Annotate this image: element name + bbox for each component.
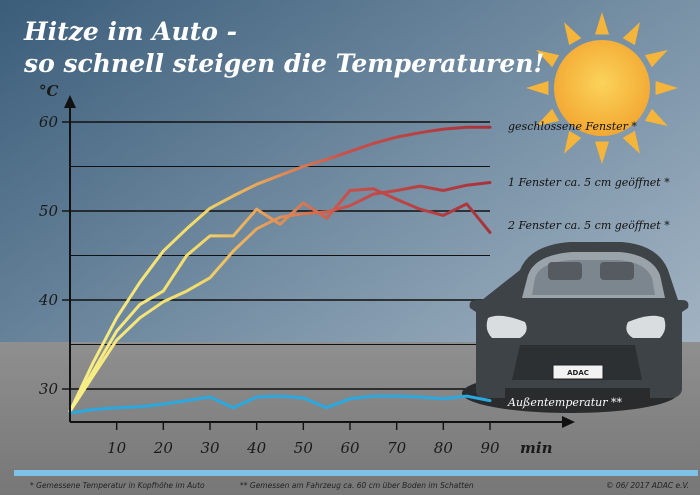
sun-ray bbox=[526, 80, 549, 96]
x-axis-arrow bbox=[562, 416, 575, 428]
series-line bbox=[68, 181, 492, 413]
axes bbox=[64, 95, 575, 428]
footer-bar bbox=[14, 470, 698, 476]
car-seat-left bbox=[548, 262, 582, 280]
series-line bbox=[68, 394, 492, 415]
sun-icon bbox=[526, 12, 678, 164]
footnote-1: * Gemessene Temperatur in Kopfhöhe im Au… bbox=[30, 481, 205, 490]
sun-ray bbox=[564, 22, 582, 46]
series-label: geschlossene Fenster * bbox=[508, 120, 637, 133]
title-line-1: Hitze im Auto - bbox=[23, 17, 237, 46]
series-lines bbox=[68, 125, 492, 415]
sun-ray bbox=[644, 108, 668, 126]
y-axis-arrow bbox=[64, 95, 76, 108]
series-line bbox=[68, 125, 492, 413]
sun-ray bbox=[644, 50, 668, 68]
series-label: Außentemperatur ** bbox=[507, 396, 622, 409]
tick-labels: 30 40 50 60 10 20 30 40 50 60 70 80 90 bbox=[38, 113, 500, 457]
sun-ray bbox=[622, 22, 640, 46]
title-line-2: so schnell steigen die Temperaturen! bbox=[23, 49, 544, 78]
y-tick-label: 60 bbox=[39, 113, 59, 131]
y-tick-label: 50 bbox=[39, 202, 59, 220]
series-line bbox=[68, 187, 492, 413]
copyright: © 06/ 2017 ADAC e.V. bbox=[606, 481, 689, 490]
y-tick-label: 30 bbox=[39, 380, 59, 398]
x-tick-label: 30 bbox=[200, 439, 220, 457]
headlight-left bbox=[486, 315, 527, 338]
footnote-2: ** Gemessen am Fahrzeug ca. 60 cm über B… bbox=[240, 481, 474, 490]
x-tick-label: 60 bbox=[340, 439, 360, 457]
sun-ray bbox=[594, 141, 610, 164]
series-label: 2 Fenster ca. 5 cm geöffnet * bbox=[507, 219, 670, 232]
x-tick-label: 20 bbox=[153, 439, 174, 457]
y-axis-unit: °C bbox=[39, 82, 59, 100]
front-grille bbox=[512, 345, 642, 380]
x-tick-label: 10 bbox=[107, 439, 127, 457]
sun-ray bbox=[536, 108, 560, 126]
series-label: 1 Fenster ca. 5 cm geöffnet * bbox=[508, 176, 670, 189]
sun-ray bbox=[564, 130, 582, 154]
x-tick-label: 40 bbox=[246, 439, 267, 457]
x-tick-label: 90 bbox=[480, 439, 500, 457]
sun-ray bbox=[622, 130, 640, 154]
sun-ray bbox=[655, 80, 678, 96]
license-plate bbox=[552, 364, 604, 380]
headlight-right bbox=[626, 315, 666, 338]
x-axis-unit: min bbox=[520, 439, 552, 457]
x-tick-label: 80 bbox=[434, 439, 454, 457]
series-labels: geschlossene Fenster * 1 Fenster ca. 5 cm… bbox=[507, 120, 670, 409]
x-tick-label: 70 bbox=[387, 439, 407, 457]
sun-ray bbox=[536, 50, 560, 68]
sun-ray bbox=[594, 12, 610, 35]
car-seat-right bbox=[600, 262, 634, 280]
x-tick-label: 50 bbox=[294, 439, 314, 457]
grid-lines bbox=[70, 121, 490, 390]
license-plate-text: ADAC bbox=[567, 369, 589, 377]
car-illustration: ADAC bbox=[462, 242, 689, 413]
y-tick-label: 40 bbox=[38, 291, 59, 309]
